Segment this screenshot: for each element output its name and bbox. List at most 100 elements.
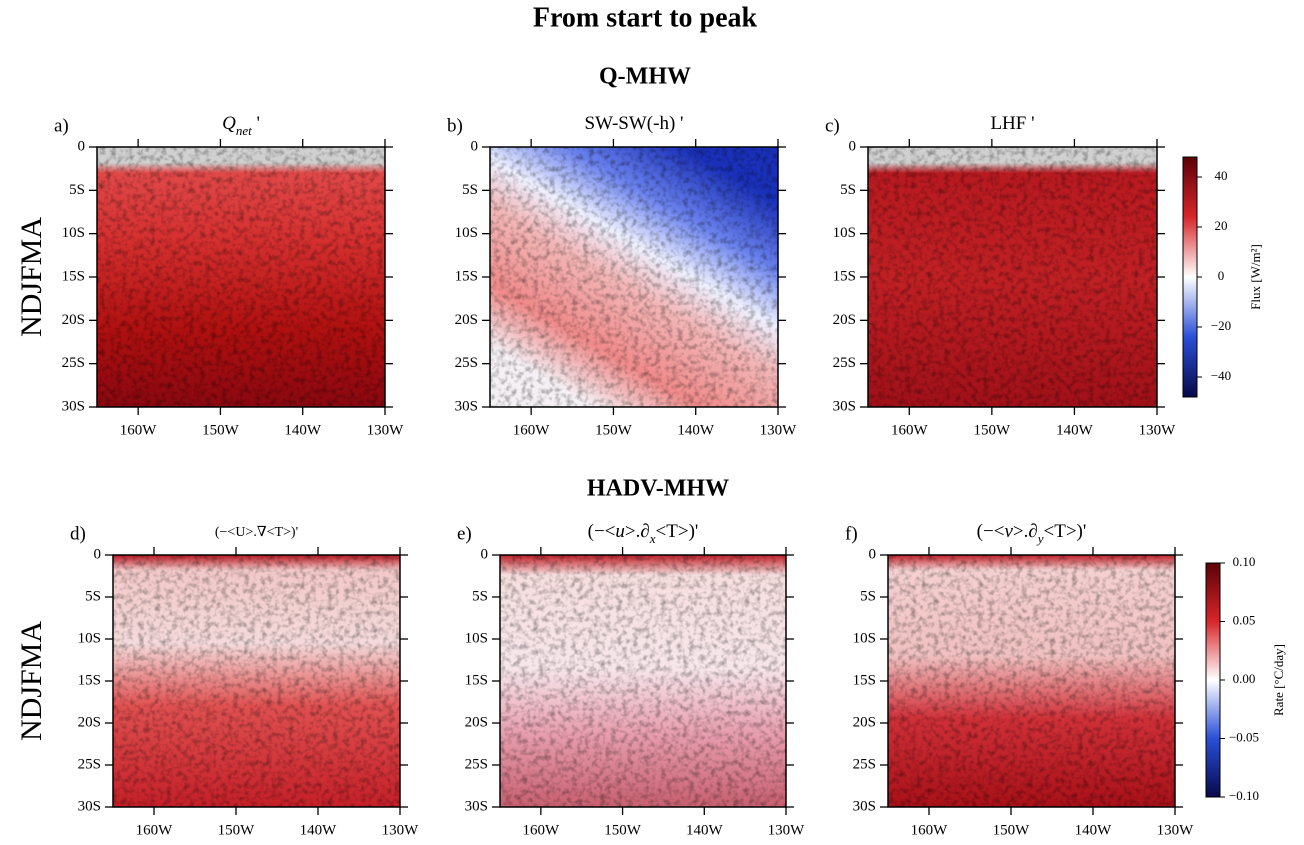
colorbar-tick-label: −40 (1211, 368, 1231, 383)
x-tick-label: 160W (120, 422, 158, 438)
field-texture (500, 555, 786, 807)
x-tick-label: 130W (1157, 822, 1195, 838)
y-tick-label: 25S (465, 756, 488, 772)
colorbar-tick-label: −0.05 (1229, 729, 1259, 744)
x-tick-label: 150W (993, 822, 1031, 838)
row-label: NDJFMA (15, 217, 48, 337)
title-part: ' (252, 113, 260, 134)
colorbar-tick-label: −0.10 (1229, 788, 1259, 803)
colorbar (1182, 156, 1198, 398)
panel-label: e) (457, 523, 472, 544)
panel-title: LHF ' (990, 113, 1034, 134)
x-tick-label: 160W (911, 822, 949, 838)
x-tick-label: 130W (1139, 422, 1177, 438)
field-texture (490, 147, 778, 407)
title-part: y (1036, 531, 1044, 546)
colorbar-tick-label: 0.05 (1233, 612, 1256, 627)
y-tick-label: 0 (78, 138, 86, 154)
y-tick-label: 5S (85, 588, 101, 604)
y-tick-label: 25S (833, 355, 856, 371)
panel-label: a) (54, 115, 69, 136)
x-tick-label: 160W (513, 422, 551, 438)
x-tick-label: 140W (677, 422, 715, 438)
x-tick-label: 140W (686, 822, 724, 838)
title-part: (−< (588, 521, 616, 542)
y-tick-label: 15S (78, 672, 101, 688)
y-tick-label: 20S (853, 714, 876, 730)
y-tick-label: 0 (481, 546, 489, 562)
y-tick-label: 15S (465, 672, 488, 688)
panel-label: b) (447, 115, 463, 136)
y-tick-label: 10S (455, 225, 478, 241)
colorbar-tick-label: 0.00 (1233, 671, 1256, 686)
title-part: x (649, 531, 656, 546)
y-tick-label: 0 (849, 138, 857, 154)
y-tick-label: 30S (833, 398, 856, 414)
colorbar-tick-label: 40 (1215, 168, 1228, 183)
y-tick-label: 5S (69, 182, 85, 198)
x-tick-label: 150W (604, 822, 642, 838)
y-tick-label: 5S (840, 182, 856, 198)
y-tick-label: 15S (62, 268, 85, 284)
y-tick-label: 20S (465, 714, 488, 730)
y-tick-label: 30S (455, 398, 478, 414)
y-tick-label: 25S (78, 756, 101, 772)
colorbar (1205, 562, 1221, 798)
y-tick-label: 10S (62, 225, 85, 241)
panel-title: (−<u>.∂x<T>)' (588, 521, 699, 546)
panel-label: f) (845, 523, 858, 544)
x-tick-label: 160W (523, 822, 561, 838)
y-tick-label: 15S (455, 268, 478, 284)
x-tick-label: 140W (284, 422, 322, 438)
y-tick-label: 5S (472, 588, 488, 604)
figure-title: From start to peak (533, 2, 758, 33)
colorbar-label: Flux [W/m²] (1248, 244, 1263, 310)
y-tick-label: 0 (94, 546, 102, 562)
y-tick-label: 0 (869, 546, 877, 562)
y-tick-label: 30S (853, 798, 876, 814)
y-tick-label: 10S (465, 630, 488, 646)
colorbar-tick-label: 0.10 (1233, 554, 1256, 569)
title-part: net (236, 123, 252, 138)
title-part: LHF ' (990, 113, 1034, 134)
x-tick-label: 160W (136, 822, 174, 838)
panel-label: d) (70, 523, 86, 544)
y-tick-label: 0 (471, 138, 479, 154)
title-part: v (1004, 521, 1013, 542)
x-tick-label: 150W (595, 422, 633, 438)
y-tick-label: 25S (853, 756, 876, 772)
panel-label: c) (825, 115, 840, 136)
y-tick-label: 30S (62, 398, 85, 414)
title-part: <T>)' (656, 521, 699, 542)
section-title: Q-MHW (599, 64, 691, 90)
y-tick-label: 25S (62, 355, 85, 371)
title-part: (−<U>.∇<T>)' (215, 525, 298, 540)
y-tick-label: 20S (833, 312, 856, 328)
panel-title: Qnet ' (222, 113, 260, 138)
y-tick-label: 10S (833, 225, 856, 241)
panel-title: (−<v>.∂y<T>)' (977, 521, 1087, 546)
x-tick-label: 150W (202, 422, 240, 438)
title-part: >.∂ (625, 521, 650, 542)
y-tick-label: 15S (853, 672, 876, 688)
panel-title: (−<U>.∇<T>)' (215, 525, 298, 540)
colorbar-label: Rate [°C/day] (1271, 644, 1286, 716)
x-tick-label: 130W (382, 822, 420, 838)
row-label: NDJFMA (15, 621, 48, 741)
y-tick-label: 25S (455, 355, 478, 371)
y-tick-label: 30S (465, 798, 488, 814)
x-tick-label: 140W (300, 822, 338, 838)
y-tick-label: 20S (78, 714, 101, 730)
x-tick-label: 150W (218, 822, 256, 838)
y-tick-label: 30S (78, 798, 101, 814)
field-texture (113, 555, 400, 807)
y-tick-label: 5S (462, 182, 478, 198)
x-tick-label: 160W (891, 422, 929, 438)
colorbar-tick-label: 20 (1215, 218, 1228, 233)
y-tick-label: 20S (62, 312, 85, 328)
title-part: Q (222, 113, 236, 134)
panel-title: SW-SW(-h) ' (585, 113, 684, 134)
y-tick-label: 15S (833, 268, 856, 284)
x-tick-label: 130W (768, 822, 806, 838)
